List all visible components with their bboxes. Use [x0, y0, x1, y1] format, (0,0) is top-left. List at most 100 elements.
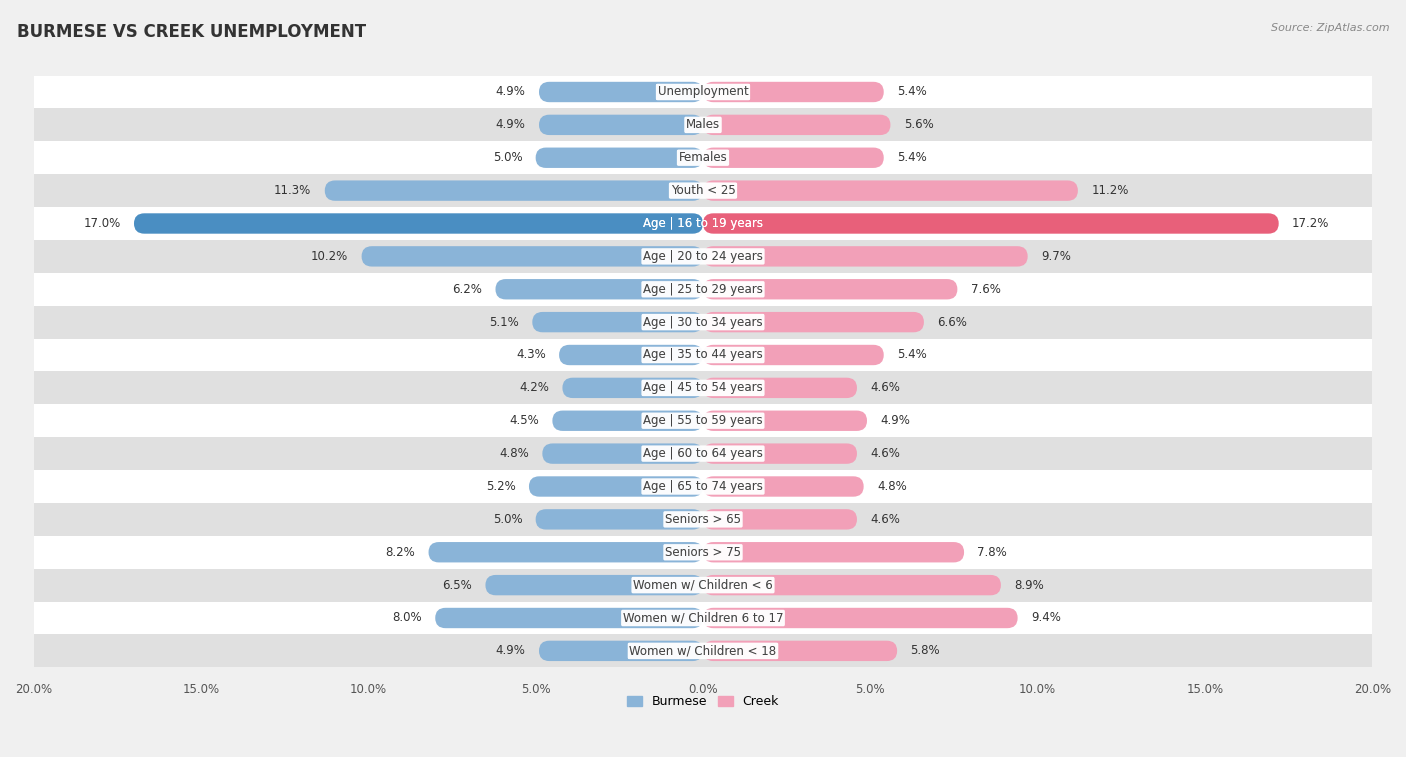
Text: 5.4%: 5.4% [897, 151, 927, 164]
Text: Source: ZipAtlas.com: Source: ZipAtlas.com [1271, 23, 1389, 33]
Text: 5.1%: 5.1% [489, 316, 519, 329]
FancyBboxPatch shape [703, 410, 868, 431]
Text: 8.0%: 8.0% [392, 612, 422, 625]
FancyBboxPatch shape [485, 575, 703, 595]
FancyBboxPatch shape [703, 279, 957, 300]
Text: 4.6%: 4.6% [870, 382, 900, 394]
Text: 5.8%: 5.8% [911, 644, 941, 657]
Bar [34, 404, 1372, 438]
Bar [34, 108, 1372, 142]
Text: 6.2%: 6.2% [453, 283, 482, 296]
FancyBboxPatch shape [529, 476, 703, 497]
Text: 4.8%: 4.8% [877, 480, 907, 493]
Text: 4.9%: 4.9% [880, 414, 910, 427]
Legend: Burmese, Creek: Burmese, Creek [621, 690, 785, 713]
Text: Age | 55 to 59 years: Age | 55 to 59 years [643, 414, 763, 427]
FancyBboxPatch shape [703, 640, 897, 661]
Text: 6.5%: 6.5% [443, 578, 472, 592]
Text: Age | 35 to 44 years: Age | 35 to 44 years [643, 348, 763, 362]
Text: Males: Males [686, 118, 720, 132]
FancyBboxPatch shape [703, 344, 884, 365]
FancyBboxPatch shape [536, 509, 703, 530]
Text: 4.8%: 4.8% [499, 447, 529, 460]
Bar [34, 338, 1372, 372]
FancyBboxPatch shape [703, 476, 863, 497]
Text: Age | 35 to 44 years: Age | 35 to 44 years [643, 348, 763, 362]
FancyBboxPatch shape [703, 148, 884, 168]
Text: Age | 65 to 74 years: Age | 65 to 74 years [643, 480, 763, 493]
Text: 6.6%: 6.6% [938, 316, 967, 329]
Text: Unemployment: Unemployment [658, 86, 748, 98]
Text: 5.0%: 5.0% [492, 151, 522, 164]
FancyBboxPatch shape [538, 114, 703, 135]
Text: Age | 16 to 19 years: Age | 16 to 19 years [643, 217, 763, 230]
Text: 4.3%: 4.3% [516, 348, 546, 362]
Bar [34, 634, 1372, 668]
FancyBboxPatch shape [703, 312, 924, 332]
Text: Age | 20 to 24 years: Age | 20 to 24 years [643, 250, 763, 263]
Text: Age | 60 to 64 years: Age | 60 to 64 years [643, 447, 763, 460]
Text: Age | 25 to 29 years: Age | 25 to 29 years [643, 283, 763, 296]
FancyBboxPatch shape [553, 410, 703, 431]
Bar [34, 142, 1372, 174]
Bar [34, 207, 1372, 240]
Text: Seniors > 65: Seniors > 65 [665, 513, 741, 526]
FancyBboxPatch shape [538, 640, 703, 661]
Bar [34, 536, 1372, 569]
Text: 8.9%: 8.9% [1014, 578, 1045, 592]
Text: Age | 25 to 29 years: Age | 25 to 29 years [643, 283, 763, 296]
FancyBboxPatch shape [538, 82, 703, 102]
FancyBboxPatch shape [703, 246, 1028, 266]
Text: 4.6%: 4.6% [870, 447, 900, 460]
Bar [34, 372, 1372, 404]
Text: Women w/ Children 6 to 17: Women w/ Children 6 to 17 [623, 612, 783, 625]
Text: Women w/ Children < 6: Women w/ Children < 6 [633, 578, 773, 592]
FancyBboxPatch shape [562, 378, 703, 398]
FancyBboxPatch shape [703, 82, 884, 102]
FancyBboxPatch shape [536, 148, 703, 168]
FancyBboxPatch shape [436, 608, 703, 628]
FancyBboxPatch shape [134, 213, 703, 234]
FancyBboxPatch shape [703, 608, 1018, 628]
Text: 5.2%: 5.2% [486, 480, 516, 493]
Text: Unemployment: Unemployment [658, 86, 748, 98]
Text: Youth < 25: Youth < 25 [671, 184, 735, 197]
Text: Youth < 25: Youth < 25 [671, 184, 735, 197]
Text: Seniors > 75: Seniors > 75 [665, 546, 741, 559]
Bar [34, 76, 1372, 108]
Text: 7.8%: 7.8% [977, 546, 1007, 559]
FancyBboxPatch shape [543, 444, 703, 464]
Text: 4.6%: 4.6% [870, 513, 900, 526]
Text: 7.6%: 7.6% [970, 283, 1001, 296]
Bar [34, 438, 1372, 470]
Text: 5.0%: 5.0% [492, 513, 522, 526]
FancyBboxPatch shape [703, 444, 858, 464]
Bar [34, 174, 1372, 207]
Text: 5.6%: 5.6% [904, 118, 934, 132]
FancyBboxPatch shape [703, 575, 1001, 595]
FancyBboxPatch shape [429, 542, 703, 562]
Bar [34, 273, 1372, 306]
Text: 8.2%: 8.2% [385, 546, 415, 559]
Text: 4.9%: 4.9% [496, 644, 526, 657]
Text: 4.9%: 4.9% [496, 86, 526, 98]
Text: Females: Females [679, 151, 727, 164]
Bar [34, 569, 1372, 602]
Text: 4.5%: 4.5% [509, 414, 538, 427]
Text: 10.2%: 10.2% [311, 250, 349, 263]
FancyBboxPatch shape [703, 114, 890, 135]
Text: 9.4%: 9.4% [1031, 612, 1062, 625]
FancyBboxPatch shape [560, 344, 703, 365]
Text: 9.7%: 9.7% [1040, 250, 1071, 263]
Text: Women w/ Children 6 to 17: Women w/ Children 6 to 17 [623, 612, 783, 625]
Text: Seniors > 75: Seniors > 75 [665, 546, 741, 559]
Text: Age | 60 to 64 years: Age | 60 to 64 years [643, 447, 763, 460]
Text: Women w/ Children < 18: Women w/ Children < 18 [630, 644, 776, 657]
FancyBboxPatch shape [325, 180, 703, 201]
FancyBboxPatch shape [703, 213, 1278, 234]
FancyBboxPatch shape [703, 180, 1078, 201]
FancyBboxPatch shape [495, 279, 703, 300]
Text: Age | 30 to 34 years: Age | 30 to 34 years [643, 316, 763, 329]
FancyBboxPatch shape [361, 246, 703, 266]
FancyBboxPatch shape [703, 509, 858, 530]
